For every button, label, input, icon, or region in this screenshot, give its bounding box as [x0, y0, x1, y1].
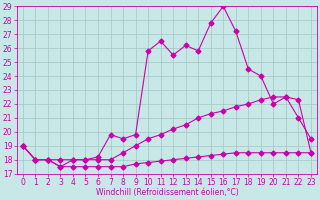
X-axis label: Windchill (Refroidissement éolien,°C): Windchill (Refroidissement éolien,°C) — [96, 188, 238, 197]
